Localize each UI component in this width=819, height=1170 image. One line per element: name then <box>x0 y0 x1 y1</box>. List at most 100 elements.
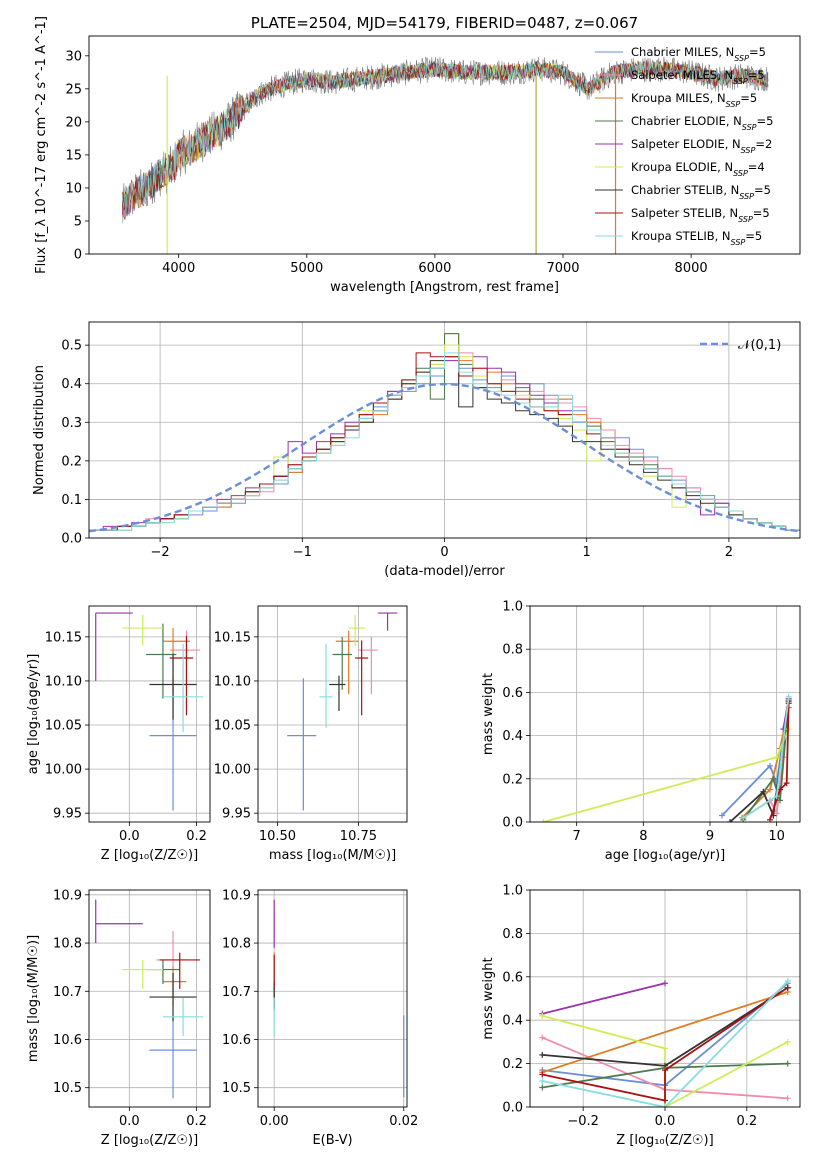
x-tick-label: 0.02 <box>389 1114 418 1129</box>
y-tick-label: 10.10 <box>45 674 82 689</box>
weight-series-line <box>769 700 790 821</box>
x-tick-label: 5000 <box>290 261 323 276</box>
axes-frame <box>529 889 801 1108</box>
y-tick-label: 15 <box>65 148 82 163</box>
model-spectrum-line <box>122 61 769 213</box>
y-axis-label: mass weight <box>481 673 496 755</box>
y-axis-label: Flux [f_λ 10^-17 erg cm^-2 s^-1 A^-1] <box>34 16 49 274</box>
y-axis-label: Normed distribution <box>32 365 47 495</box>
x-tick-label: 9 <box>706 829 714 844</box>
x-axis-label: E(B-V) <box>312 1133 352 1148</box>
y-tick-label: 0.0 <box>502 816 523 831</box>
legend-entry: Chabrier MILES, NSSP=5 <box>631 45 766 63</box>
x-axis-label: wavelength [Angstrom, rest frame] <box>330 280 559 295</box>
x-tick-label: 8000 <box>675 261 708 276</box>
x-tick-label: 0.00 <box>260 1114 289 1129</box>
y-tick-label: 10.9 <box>222 888 251 903</box>
x-axis-label: (data-model)/error <box>384 564 505 579</box>
axes-frame <box>529 605 801 823</box>
y-tick-label: 10.9 <box>53 888 82 903</box>
y-tick-label: 10.05 <box>45 719 82 734</box>
legend-entry: Kroupa ELODIE, NSSP=4 <box>631 160 765 178</box>
x-tick-label: 0.2 <box>186 1114 207 1129</box>
y-tick-label: 10.5 <box>53 1081 82 1096</box>
legend-entry: Salpeter MILES, NSSP=5 <box>631 68 765 86</box>
x-tick-label: 0.0 <box>655 1114 676 1129</box>
x-tick-label: 6000 <box>418 261 451 276</box>
panel-residuals: −2 −1 0 1 2 0.0 0.1 0.2 0.3 0.4 0.5 (data-model)/er… <box>32 321 801 579</box>
y-tick-label: 0.3 <box>61 416 82 431</box>
errorbars <box>95 899 204 1099</box>
y-tick-label: 10.7 <box>53 985 82 1000</box>
y-tick-label: 9.95 <box>222 807 251 822</box>
y-tick-label: 0.2 <box>502 1057 523 1072</box>
x-axis-label: Z [log₁₀(Z/Z☉)] <box>101 848 198 863</box>
y-tick-label: 20 <box>65 115 82 130</box>
x-axis-label: Z [log₁₀(Z/Z☉)] <box>101 1133 198 1148</box>
weight-series-line <box>741 707 790 819</box>
y-tick-label: 10 <box>65 181 82 196</box>
histogram-line <box>89 352 800 538</box>
y-tick-label: 10.10 <box>214 674 251 689</box>
x-tick-label: 2 <box>725 545 733 560</box>
y-tick-label: 10.15 <box>45 630 82 645</box>
x-axis-label: Z [log₁₀(Z/Z☉)] <box>616 1133 713 1148</box>
errorbars <box>287 612 398 811</box>
errorbars <box>273 899 405 1098</box>
weight-lines <box>539 978 791 1107</box>
normal-reference-curve <box>89 382 800 533</box>
x-tick-label: 0 <box>440 545 448 560</box>
axes-frame <box>88 605 211 823</box>
legend-entry: Salpeter STELIB, NSSP=5 <box>631 206 770 224</box>
y-tick-label: 10.6 <box>222 1033 251 1048</box>
x-tick-label: 4000 <box>162 261 195 276</box>
y-tick-label: 0 <box>74 248 82 263</box>
y-tick-label: 0.8 <box>502 643 523 658</box>
panel-age-vs-mass: 10.50 10.75 9.95 10.00 10.05 10.10 10.15 mass [… <box>214 605 408 863</box>
x-axis-label: age [log₁₀(age/yr)] <box>605 848 726 863</box>
y-tick-label: 10.05 <box>214 719 251 734</box>
x-tick-label: 0.2 <box>736 1114 757 1129</box>
y-tick-label: 25 <box>65 82 82 97</box>
panel-spectrum: 4000 5000 6000 7000 8000 0 5 10 15 20 25 30 waveleng… <box>34 14 801 295</box>
y-tick-label: 0.4 <box>502 729 523 744</box>
x-tick-label: 7000 <box>546 261 579 276</box>
weight-series-line <box>542 980 789 1107</box>
x-tick-label: 0.0 <box>119 1114 140 1129</box>
x-tick-label: 8 <box>639 829 647 844</box>
y-tick-label: 0.6 <box>502 686 523 701</box>
model-spectrum-line <box>122 61 769 213</box>
y-tick-label: 10.8 <box>222 937 251 952</box>
x-tick-label: −0.2 <box>567 1114 599 1129</box>
x-axis-label: mass [log₁₀(M/M☉)] <box>269 848 396 863</box>
axes-frame <box>88 889 211 1108</box>
y-tick-label: 10.00 <box>214 763 251 778</box>
legend-entry: Chabrier ELODIE, NSSP=5 <box>631 114 773 132</box>
y-tick-label: 0.5 <box>61 339 82 354</box>
axes-frame <box>257 605 408 823</box>
weight-series-line <box>742 707 790 819</box>
panel-age-vs-z: 0.0 0.2 9.95 10.00 10.05 10.10 10.15 Z [log₁₀(Z… <box>26 605 211 863</box>
chart-title: PLATE=2504, MJD=54179, FIBERID=0487, z=0… <box>251 14 638 32</box>
panel-mass-vs-ebv: 0.00 0.02 10.5 10.6 10.7 10.8 10.9 E(B-V) <box>222 888 418 1148</box>
x-tick-label: −2 <box>151 545 170 560</box>
y-tick-label: 0.4 <box>61 377 82 392</box>
y-axis-label: mass [log₁₀(M/M☉)] <box>26 935 41 1062</box>
x-tick-label: 10.75 <box>340 829 377 844</box>
x-tick-label: 1 <box>583 545 591 560</box>
y-axis-label: age [log₁₀(age/yr)] <box>26 654 41 775</box>
y-tick-label: 10.15 <box>214 630 251 645</box>
y-axis-label: mass weight <box>481 957 496 1039</box>
y-tick-label: 1.0 <box>502 884 523 899</box>
y-tick-label: 10.5 <box>222 1081 251 1096</box>
weight-series-line <box>542 986 789 1102</box>
x-tick-label: 0.2 <box>186 829 207 844</box>
panel-weight-vs-z: −0.2 0.0 0.2 0.0 0.2 0.4 0.6 0.8 1.0 Z [log₁₀(Z/Z… <box>481 884 801 1148</box>
legend-entry: Kroupa STELIB, NSSP=5 <box>631 229 762 247</box>
histograms <box>89 333 800 538</box>
legend-entry: 𝒩(0,1) <box>738 338 781 353</box>
weight-lines <box>540 693 792 822</box>
panel-mass-vs-z: 0.0 0.2 10.5 10.6 10.7 10.8 10.9 Z [log₁₀(Z/Z☉)… <box>26 888 211 1148</box>
y-tick-label: 10.7 <box>222 985 251 1000</box>
